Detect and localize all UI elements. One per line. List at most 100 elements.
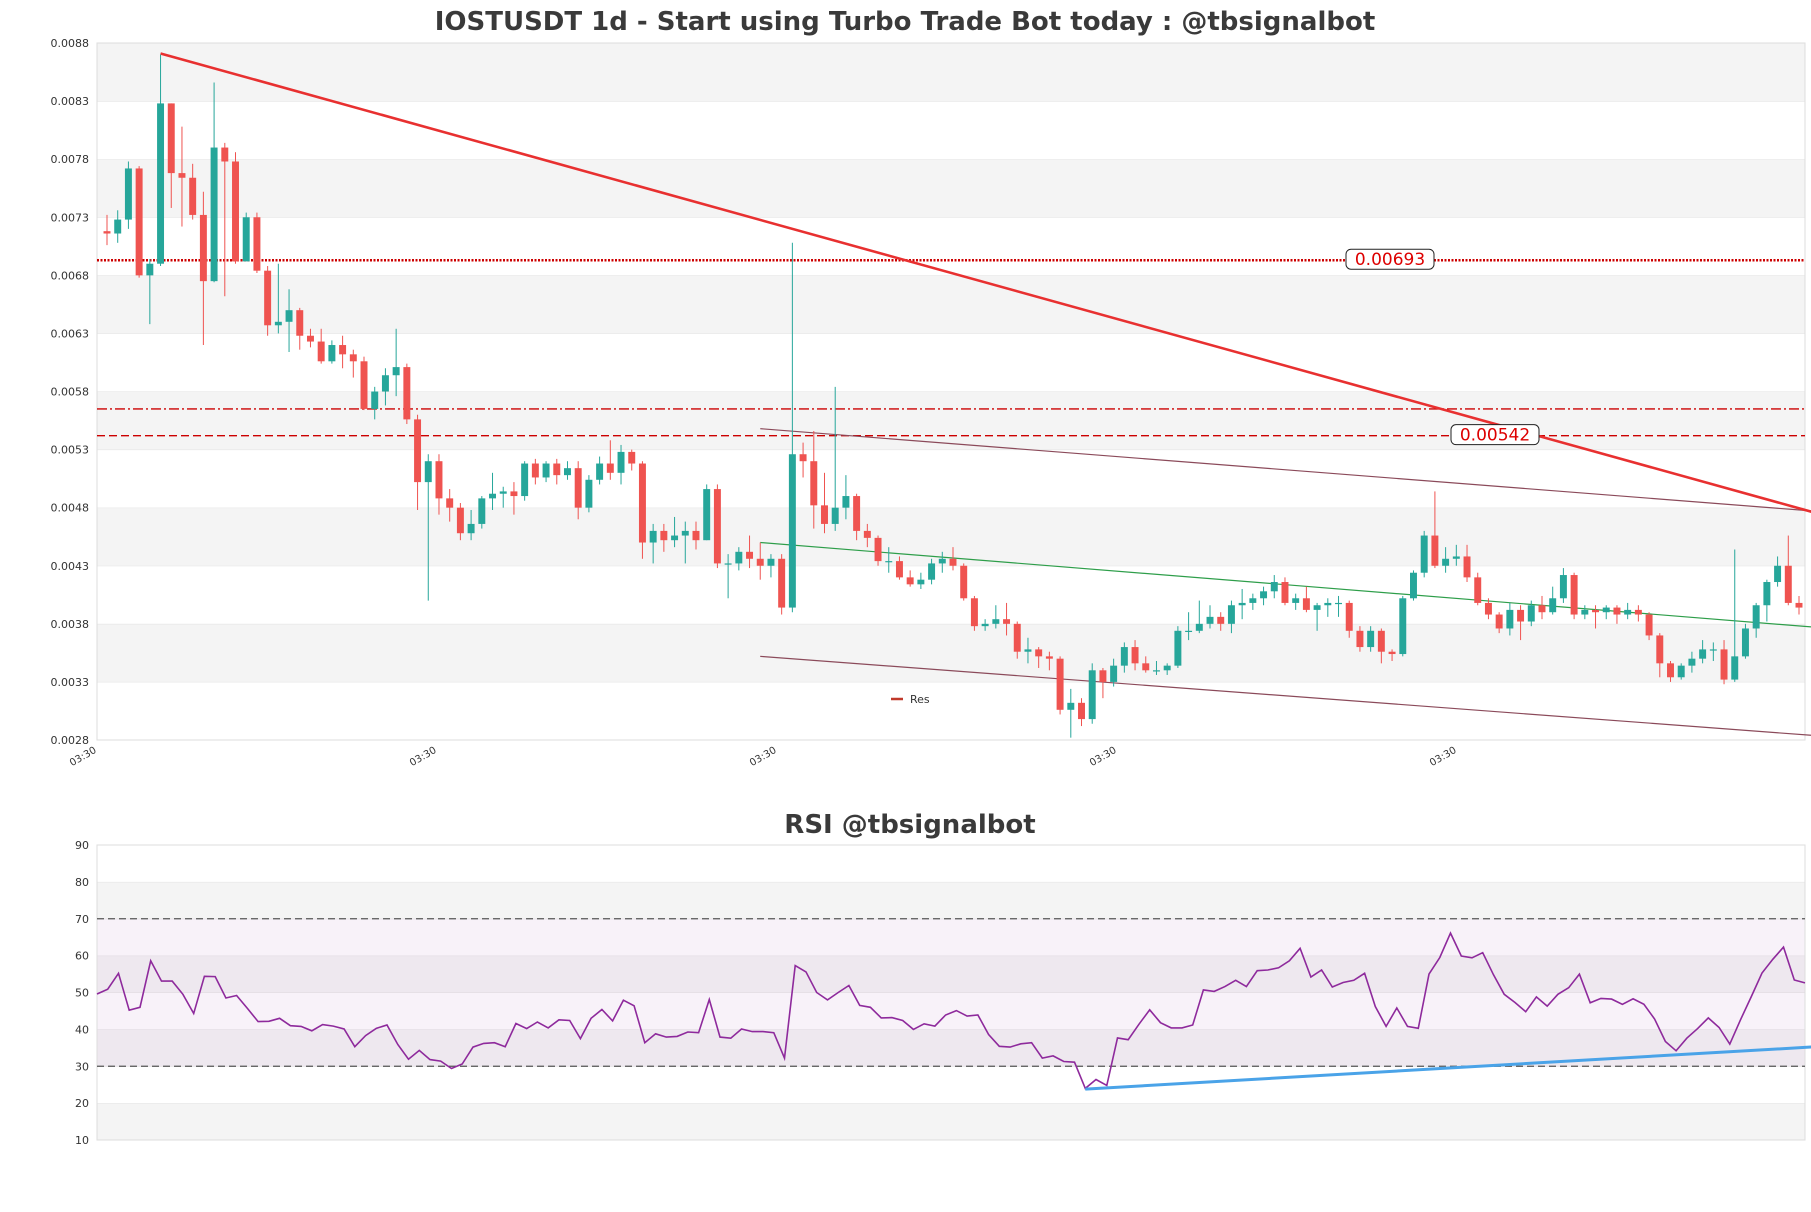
candle-body [1731,656,1738,679]
candle-body [532,464,539,478]
candle-body [832,508,839,524]
candle-body [1067,703,1074,710]
rsi-y-tick-label: 80 [75,876,89,889]
candle-body [928,563,935,579]
candle-body [1667,663,1674,677]
grid-band [97,217,1805,275]
grid-band [97,392,1805,450]
candle-body [992,619,999,624]
candle-body [1271,582,1278,591]
candle-body [1164,666,1171,671]
candle-body [607,464,614,473]
candle-body [221,148,228,162]
candle-body [1078,703,1085,719]
candle-body [1678,666,1685,678]
candle-body [500,491,507,493]
candle-body [1539,605,1546,612]
level-price-label: 0.00693 [1355,250,1425,270]
candle-body [1506,610,1513,629]
price-x-tick-label: 03:30 [748,745,778,769]
candle-body [1260,591,1267,598]
rsi-y-tick-label: 30 [75,1060,89,1073]
candle-body [200,215,207,281]
grid-band [97,624,1805,682]
price-y-tick-label: 0.0063 [51,327,90,340]
candle-body [146,264,153,276]
candle-body [553,464,560,476]
candle-body [1528,605,1535,621]
candle-body [639,464,646,543]
candle-body [1003,619,1010,624]
candle-body [1121,647,1128,666]
candle-body [693,531,700,540]
candle-body [939,559,946,564]
candle-body [1099,670,1106,682]
price-y-tick-label: 0.0033 [51,676,90,689]
candle-body [735,552,742,564]
candle-body [1324,603,1331,605]
candle-body [425,461,432,482]
candle-body [778,559,785,608]
candle-body [1292,598,1299,603]
candle-body [1592,610,1599,612]
candle-body [1174,631,1181,666]
grid-band [97,566,1805,624]
candle-body [264,271,271,326]
candle-body [296,310,303,336]
rsi-grid-bands [97,845,1805,1140]
candle-body [1239,603,1246,605]
candle-body [1153,670,1160,671]
candle-body [1721,649,1728,679]
candle-body [371,392,378,409]
rsi-y-tick-label: 90 [75,839,89,852]
candle-body [1207,617,1214,624]
candle-body [864,531,871,538]
rsi-y-tick-label: 50 [75,987,89,1000]
grid-band [97,450,1805,508]
candle-body [1389,652,1396,654]
candle-body [585,480,592,508]
candle-body [1646,615,1653,636]
price-x-tick-label: 03:30 [1428,745,1458,769]
candle-body [800,454,807,461]
candle-body [1314,605,1321,610]
candle-body [114,220,121,234]
candle-body [810,461,817,505]
candle-body [1710,649,1717,650]
candle-body [243,217,250,261]
candle-body [853,496,860,531]
price-x-tick-label: 03:30 [408,745,438,769]
candle-body [393,367,400,375]
candle-body [1356,631,1363,647]
candle-body [1399,598,1406,654]
candle-body [1228,605,1235,624]
candle-body [660,531,667,540]
candle-body [1196,624,1203,631]
candle-body [971,598,978,626]
candle-body [917,580,924,585]
candle-body [1549,598,1556,612]
candle-body [1046,656,1053,658]
grid-band [97,101,1805,159]
candle-body [1346,603,1353,631]
candle-body [618,452,625,473]
candle-body [435,461,442,498]
price-y-tick-label: 0.0048 [51,502,90,515]
candle-body [1635,610,1642,615]
candle-body [1431,536,1438,566]
rsi-y-tick-label: 10 [75,1134,89,1147]
candle-body [1464,556,1471,577]
price-x-tick-label: 03:30 [68,745,98,769]
candle-body [885,561,892,562]
candle-body [1796,603,1803,608]
candle-body [1496,615,1503,629]
price-y-tick-label: 0.0068 [51,269,90,282]
candle-body [168,103,175,173]
price-y-tick-label: 0.0083 [51,95,90,108]
candle-body [1485,603,1492,615]
candle-body [1024,649,1031,651]
candle-body [178,173,185,178]
rsi-y-tick-label: 60 [75,950,89,963]
